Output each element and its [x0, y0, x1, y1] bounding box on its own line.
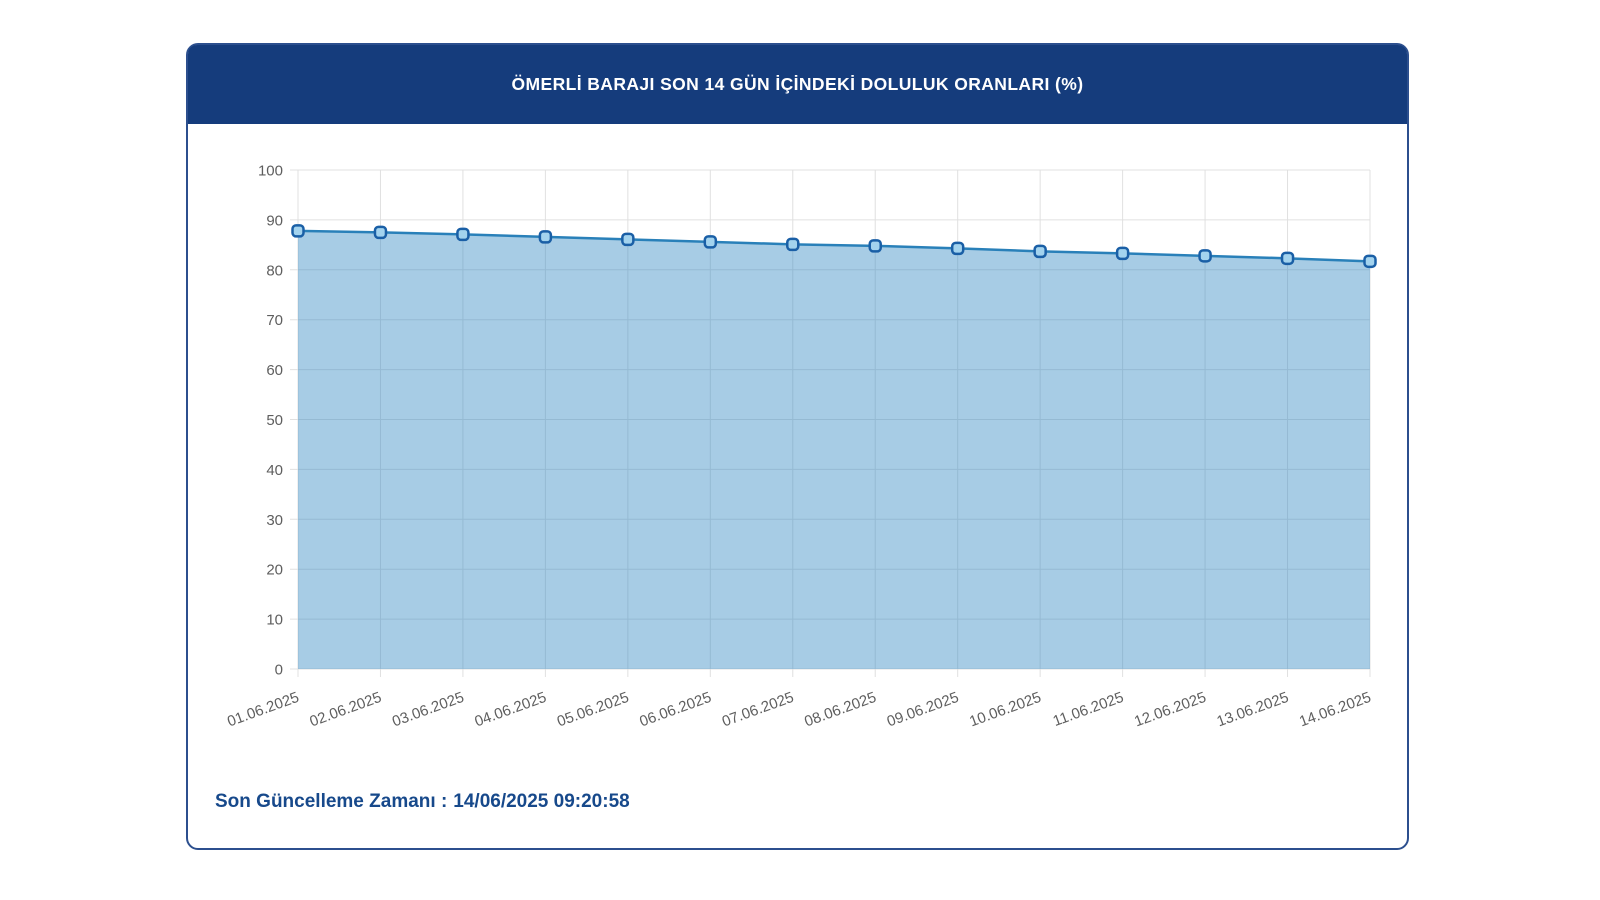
- y-tick-label: 90: [266, 212, 283, 229]
- card-header: ÖMERLİ BARAJI SON 14 GÜN İÇİNDEKİ DOLULU…: [188, 45, 1407, 124]
- x-tick-label: 14.06.2025: [1297, 689, 1373, 731]
- y-tick-label: 10: [266, 612, 283, 629]
- data-point[interactable]: [703, 235, 718, 249]
- data-point[interactable]: [1115, 246, 1130, 261]
- x-tick-label: 01.06.2025: [225, 689, 301, 731]
- x-tick-label: 12.06.2025: [1132, 689, 1208, 731]
- chart-title: ÖMERLİ BARAJI SON 14 GÜN İÇİNDEKİ DOLULU…: [511, 74, 1084, 94]
- last-update-status: Son Güncelleme Zamanı :14/06/2025 09:20:…: [215, 791, 630, 813]
- y-tick-label: 70: [266, 312, 283, 329]
- x-tick-label: 06.06.2025: [637, 689, 713, 731]
- fill-rate-chart[interactable]: 0 10 20 30 40 50 60 70 80 90 100 01.06.2025 02.06.20…: [188, 124, 1407, 790]
- data-point[interactable]: [950, 241, 965, 256]
- data-point[interactable]: [786, 237, 800, 252]
- y-tick-label: 40: [266, 462, 283, 479]
- x-tick-label: 11.06.2025: [1051, 689, 1126, 730]
- y-tick-label: 50: [266, 412, 283, 429]
- x-tick-label: 10.06.2025: [967, 689, 1043, 731]
- x-tick-label: 13.06.2025: [1215, 689, 1291, 731]
- fill-rate-chart-canvas[interactable]: 0 10 20 30 40 50 60 70 80 90 100 01.06.2025 02.06.20…: [188, 124, 1407, 790]
- data-point[interactable]: [456, 227, 470, 242]
- dam-fill-rate-card: ÖMERLİ BARAJI SON 14 GÜN İÇİNDEKİ DOLULU…: [186, 43, 1409, 850]
- data-point[interactable]: [1033, 244, 1047, 259]
- trend-line: [296, 229, 1372, 263]
- y-tick-label: 0: [275, 662, 283, 679]
- x-tick-label: 09.06.2025: [885, 689, 961, 731]
- x-tick-label: 03.06.2025: [390, 689, 466, 731]
- data-point[interactable]: [1363, 254, 1377, 269]
- x-tick-label: 05.06.2025: [555, 689, 631, 731]
- y-tick-label: 100: [258, 163, 283, 180]
- last-update-value: 14/06/2025 09:20:58: [453, 791, 630, 812]
- data-point[interactable]: [373, 225, 388, 240]
- y-tick-label: 80: [266, 262, 283, 279]
- area-fill: [298, 230, 1370, 669]
- data-point[interactable]: [621, 232, 635, 247]
- x-tick-label: 08.06.2025: [802, 689, 878, 731]
- y-tick-label: 60: [266, 362, 283, 379]
- y-tick-label: 20: [266, 562, 283, 579]
- y-tick-label: 30: [266, 512, 283, 529]
- x-tick-label: 02.06.2025: [307, 689, 383, 731]
- data-point[interactable]: [291, 224, 305, 238]
- data-point[interactable]: [1280, 251, 1295, 266]
- x-tick-label: 04.06.2025: [472, 689, 548, 731]
- data-point[interactable]: [868, 239, 882, 253]
- data-point[interactable]: [1198, 249, 1212, 263]
- x-tick-label: 07.06.2025: [720, 689, 796, 731]
- last-update-label: Son Güncelleme Zamanı :: [215, 791, 448, 812]
- data-point[interactable]: [538, 230, 553, 244]
